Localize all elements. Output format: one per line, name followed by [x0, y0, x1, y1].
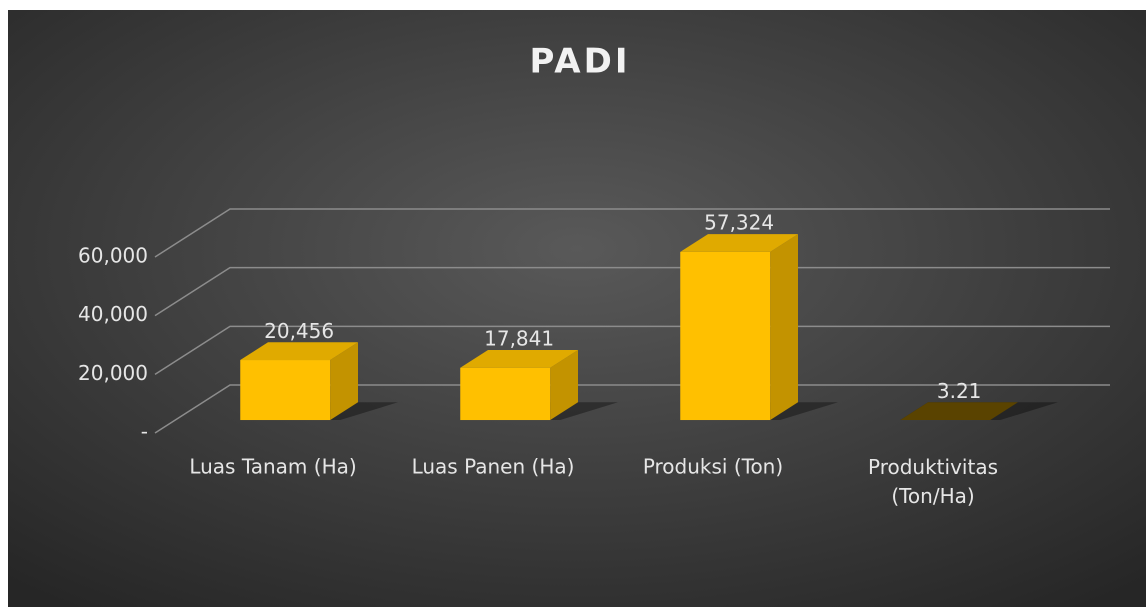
y-tick-label: 60,000 — [78, 244, 148, 268]
bar-side — [330, 342, 358, 421]
y-tick-label: - — [141, 420, 148, 444]
bar-top — [240, 342, 358, 361]
x-tick-label: Produktivitas (Ton/Ha) — [868, 455, 998, 508]
data-label: 57,324 — [704, 211, 774, 235]
data-label: 17,841 — [484, 326, 554, 350]
chart-title: PADI — [530, 42, 631, 82]
bar-top — [460, 349, 578, 368]
y-tick-label: 40,000 — [78, 302, 148, 326]
grid-line — [154, 384, 1110, 434]
data-label: 20,456 — [264, 319, 334, 343]
bar — [240, 360, 331, 421]
grid-line — [154, 325, 1110, 375]
bar-top — [680, 234, 798, 252]
grid-line — [154, 208, 1110, 258]
bar-side — [990, 402, 1018, 421]
x-tick-label: Luas Tanam (Ha) — [189, 455, 356, 479]
y-tick-label: 20,000 — [78, 361, 148, 385]
bar — [460, 367, 551, 421]
bar-side — [550, 349, 578, 421]
bar-top — [900, 402, 1018, 421]
chart-background — [8, 10, 1146, 607]
bar-side — [770, 234, 798, 421]
x-tick-label: Produksi (Ton) — [643, 455, 783, 479]
grid-line — [154, 266, 1110, 317]
bar — [680, 251, 771, 421]
data-label: 3.21 — [937, 379, 982, 403]
x-tick-label: Luas Panen (Ha) — [412, 455, 575, 479]
